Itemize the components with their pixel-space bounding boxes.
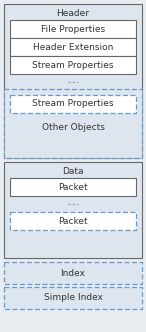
Bar <box>10 212 136 230</box>
Bar <box>4 262 142 284</box>
Text: Index: Index <box>60 269 86 278</box>
Text: File Properties: File Properties <box>41 25 105 34</box>
Bar <box>10 56 136 74</box>
Text: Data: Data <box>62 167 84 176</box>
Text: Other Objects: Other Objects <box>42 123 104 131</box>
Text: Packet: Packet <box>58 216 88 225</box>
Text: Header Extension: Header Extension <box>33 42 113 51</box>
Bar <box>4 89 142 158</box>
Bar <box>10 20 136 38</box>
Text: Packet: Packet <box>58 183 88 192</box>
Bar <box>10 178 136 196</box>
Bar <box>4 287 142 309</box>
Text: Stream Properties: Stream Properties <box>32 100 114 109</box>
Bar <box>4 4 142 158</box>
Text: Header: Header <box>57 9 89 18</box>
Text: Simple Index: Simple Index <box>44 293 102 302</box>
Bar <box>4 162 142 258</box>
Bar <box>10 38 136 56</box>
Text: Stream Properties: Stream Properties <box>32 60 114 69</box>
Bar <box>10 95 136 113</box>
